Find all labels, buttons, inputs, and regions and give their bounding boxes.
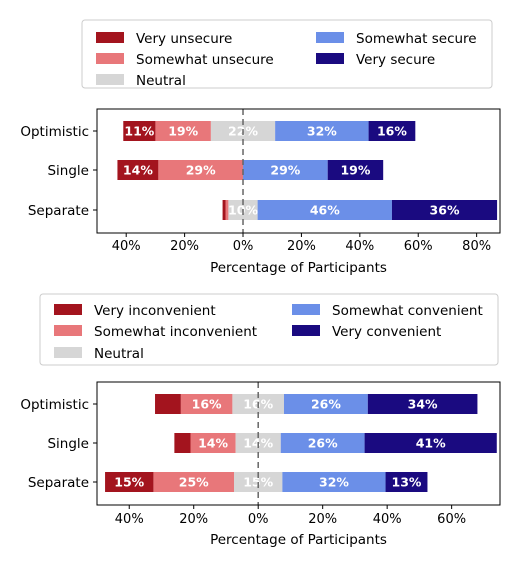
bar-segment <box>180 394 233 414</box>
bar-segment <box>105 472 154 492</box>
legend-label: Somewhat unsecure <box>136 52 274 68</box>
x-tick-label: 20% <box>179 512 208 527</box>
bar-segment <box>327 160 384 180</box>
legend-frame <box>39 293 499 366</box>
bar-segment <box>153 472 235 492</box>
legend-swatch <box>316 32 344 43</box>
data-label: 16% <box>377 124 407 139</box>
legend-swatch <box>54 304 82 315</box>
data-label: 41% <box>416 436 446 451</box>
x-tick-label: 40% <box>373 512 402 527</box>
legend-swatch <box>96 32 124 43</box>
data-label: 14% <box>198 436 228 451</box>
data-label: 29% <box>186 163 216 178</box>
bar-segment <box>282 472 386 492</box>
legend-label: Somewhat inconvenient <box>94 324 257 340</box>
category-label: Single <box>47 163 89 179</box>
category-label: Optimistic <box>20 397 89 413</box>
x-tick-label: 0% <box>233 239 254 254</box>
bar-segment <box>391 200 498 220</box>
x-tick-label: 20% <box>170 239 199 254</box>
legend-frame <box>81 19 493 89</box>
data-label: 11% <box>124 124 154 139</box>
legend-label: Very inconvenient <box>94 303 216 319</box>
legend-label: Somewhat secure <box>356 31 477 47</box>
legend-label: Neutral <box>94 346 144 362</box>
bar-segment <box>155 121 211 141</box>
bar-segment <box>222 200 226 220</box>
data-label: 19% <box>168 124 198 139</box>
data-label: 14% <box>123 163 153 178</box>
data-label: 46% <box>310 203 340 218</box>
x-axis-label: Percentage of Participants <box>210 532 387 548</box>
legend-swatch <box>96 53 124 64</box>
bar-segment <box>174 433 191 453</box>
bar-segment <box>385 472 428 492</box>
data-label: 36% <box>430 203 460 218</box>
x-tick-label: 40% <box>115 512 144 527</box>
legend-swatch <box>316 53 344 64</box>
data-label: 16% <box>192 397 222 412</box>
bar-segment <box>257 200 392 220</box>
data-label: 26% <box>311 397 341 412</box>
data-label: 32% <box>307 124 337 139</box>
legend-swatch <box>54 325 82 336</box>
bar-segment <box>158 160 244 180</box>
data-label: 13% <box>392 475 422 490</box>
data-label: 15% <box>114 475 144 490</box>
data-label: 29% <box>270 163 300 178</box>
plot-frame <box>96 108 501 234</box>
bar-segment <box>243 160 328 180</box>
data-label: 19% <box>340 163 370 178</box>
category-label: Separate <box>28 475 89 491</box>
bar-segment <box>367 394 478 414</box>
bar-segment <box>283 394 368 414</box>
legend-swatch <box>96 74 124 85</box>
x-tick-label: 0% <box>248 512 269 527</box>
bar-segment <box>155 394 181 414</box>
legend-swatch <box>292 325 320 336</box>
category-label: Optimistic <box>20 124 89 140</box>
data-label: 26% <box>308 436 338 451</box>
legend-swatch <box>292 304 320 315</box>
bar-segment <box>368 121 416 141</box>
bar-segment <box>280 433 365 453</box>
x-tick-label: 20% <box>308 512 337 527</box>
bar-segment <box>190 433 236 453</box>
legend-label: Neutral <box>136 73 186 89</box>
x-tick-label: 60% <box>404 239 433 254</box>
legend-label: Very secure <box>356 52 435 68</box>
legend-swatch <box>54 347 82 358</box>
x-axis-label: Percentage of Participants <box>210 260 387 276</box>
x-tick-label: 20% <box>287 239 316 254</box>
x-tick-label: 60% <box>437 512 466 527</box>
data-label: 34% <box>408 397 438 412</box>
plot-frame <box>96 381 501 506</box>
bar-segment <box>364 433 497 453</box>
legend-label: Very convenient <box>332 324 441 340</box>
bar-segment <box>123 121 156 141</box>
category-label: Separate <box>28 203 89 219</box>
bar-segment <box>117 160 159 180</box>
legend-label: Very unsecure <box>136 31 232 47</box>
data-label: 25% <box>179 475 209 490</box>
x-tick-label: 40% <box>345 239 374 254</box>
bar-segment <box>225 200 229 220</box>
legend-label: Somewhat convenient <box>332 303 483 319</box>
x-tick-label: 40% <box>112 239 141 254</box>
bar-segment <box>275 121 369 141</box>
data-label: 32% <box>319 475 349 490</box>
category-label: Single <box>47 436 89 452</box>
x-tick-label: 80% <box>462 239 491 254</box>
